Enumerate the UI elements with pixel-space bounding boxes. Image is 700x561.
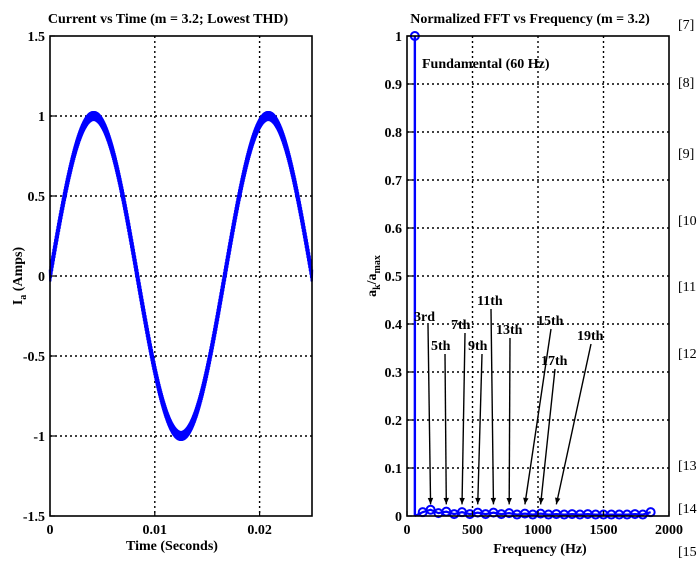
harmonic-annotation-label: 9th [468, 339, 488, 354]
side-reference-column: [7] [8] [9] [10 [11 [12 [13 [14 [15 [678, 0, 700, 560]
y-axis-label-sub: a [18, 295, 29, 300]
harmonic-annotation-label: 11th [477, 294, 503, 309]
annotation-arrowhead [475, 497, 481, 505]
harmonic-annotation-label: 7th [451, 318, 471, 333]
x-tick-labels: 0 0.01 0.02 [47, 511, 272, 538]
harmonic-annotation-label: 19th [577, 329, 604, 344]
y-tick-label: 0.9 [385, 78, 403, 93]
chart-title: Normalized FFT vs Frequency (m = 3.2) [410, 12, 650, 27]
x-tick-label: 1000 [524, 523, 552, 538]
grid-lines [407, 36, 669, 516]
annotation-arrowhead [506, 497, 512, 505]
y-tick-label: 0.1 [385, 462, 403, 477]
y-tick-label: -0.5 [23, 350, 45, 365]
y-tick-label: 0.5 [28, 190, 46, 205]
annotation-arrowhead [490, 497, 497, 505]
y-axis-label-k: k [372, 284, 383, 290]
y-tick-labels: 0 0.1 0.2 0.3 0.4 0.5 0.6 0.7 0.8 0.9 1 [385, 30, 412, 525]
y-axis-label-a: a [365, 290, 380, 297]
y-tick-label: 0 [38, 270, 45, 285]
annotation-arrow [477, 353, 483, 505]
y-tick-label: 0.6 [385, 222, 403, 237]
annotation-arrowhead [459, 497, 465, 505]
annotation-arrow [427, 324, 432, 505]
harmonic-marker [425, 504, 436, 515]
side-ref: [10 [678, 214, 697, 229]
x-tick-label: 1500 [590, 523, 618, 538]
harmonic-annotation-label: 3rd [414, 310, 435, 325]
x-tick-label: 0 [47, 523, 54, 538]
annotation-arrowhead [443, 497, 449, 505]
y-tick-label: -1 [33, 430, 45, 445]
y-tick-label: 0 [395, 510, 402, 525]
annotation-arrowhead [523, 497, 529, 505]
annotation-arrow [555, 343, 592, 505]
y-tick-label: 1 [38, 110, 45, 125]
annotation-arrowhead [555, 497, 561, 505]
harmonic-markers [409, 31, 656, 520]
annotation-arrow [508, 337, 511, 505]
annotation-arrow [444, 353, 447, 505]
side-ref: [12 [678, 347, 697, 362]
fft-connecting-line [414, 508, 651, 517]
fundamental-label: Fundamental (60 Hz) [422, 57, 550, 72]
chart-title: Current vs Time (m = 3.2; Lowest THD) [48, 12, 289, 27]
x-tick-labels: 0 500 1000 1500 2000 [404, 511, 683, 538]
side-ref: [11 [678, 280, 697, 295]
harmonic-annotation-label: 5th [431, 339, 451, 354]
x-axis-label: Time (Seconds) [126, 539, 218, 554]
side-ref: [14 [678, 502, 697, 517]
harmonic-annotation-label: 15th [537, 314, 564, 329]
y-axis-label-main: I [11, 300, 26, 305]
grid-lines [50, 36, 312, 516]
annotation-arrow [524, 328, 552, 505]
side-ref: [15 [678, 545, 697, 560]
y-tick-label: -1.5 [23, 510, 45, 525]
annotation-arrowhead [538, 497, 545, 505]
side-ref: [13 [678, 459, 697, 474]
current-waveform-line [48, 110, 314, 442]
side-ref: [7] [678, 18, 695, 33]
y-tick-label: 0.7 [385, 174, 403, 189]
y-tick-labels: -1.5 -1 -0.5 0 0.5 1 1.5 [23, 30, 55, 525]
x-axis-label: Frequency (Hz) [493, 542, 587, 557]
x-tick-label: 0 [404, 523, 411, 538]
y-tick-label: 1 [395, 30, 402, 45]
y-tick-label: 1.5 [28, 30, 46, 45]
side-ref: [8] [678, 76, 695, 91]
annotation-arrowhead [427, 497, 434, 505]
x-tick-label: 0.02 [247, 523, 272, 538]
y-tick-label: 0.2 [385, 414, 403, 429]
y-tick-label: 0.8 [385, 126, 403, 141]
harmonic-annotation-label: 17th [541, 354, 568, 369]
x-tick-label: 500 [462, 523, 483, 538]
y-axis-label-max: max [372, 255, 383, 273]
y-axis-label-unit: (Amps) [11, 247, 26, 295]
x-tick-label: 0.01 [143, 523, 168, 538]
annotation-arrow [461, 332, 466, 505]
y-axis-label: ak/amax [365, 255, 383, 297]
fft-vs-frequency-chart: Normalized FFT vs Frequency (m = 3.2) 3r… [365, 12, 683, 557]
y-axis-label-slash: /a [365, 273, 380, 285]
annotation-arrow [490, 308, 495, 505]
y-tick-label: 0.5 [385, 270, 403, 285]
side-ref: [9] [678, 147, 695, 162]
y-tick-label: 0.3 [385, 366, 403, 381]
annotation-arrow [539, 368, 556, 505]
harmonic-annotation-label: 13th [496, 323, 523, 338]
y-tick-label: 0.4 [385, 318, 403, 333]
x-tick-label: 2000 [655, 523, 683, 538]
y-axis-label: Ia (Amps) [11, 247, 29, 306]
